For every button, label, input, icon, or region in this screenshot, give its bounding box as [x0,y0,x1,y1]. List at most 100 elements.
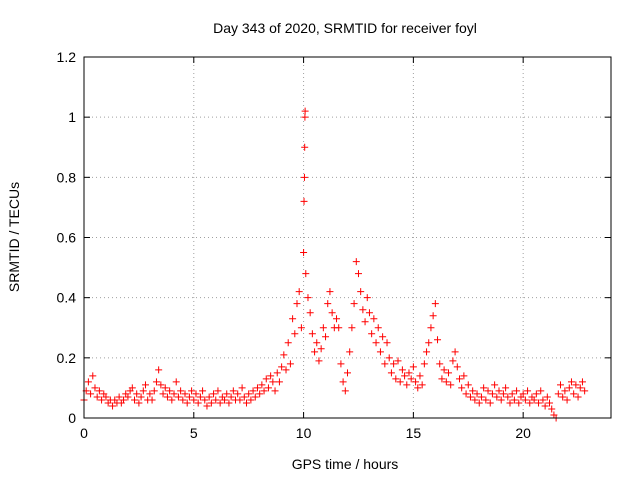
data-point [473,390,481,398]
data-point [166,387,174,395]
data-point [216,399,224,407]
data-point [423,348,431,356]
data-point [194,399,202,407]
data-point [508,390,516,398]
x-axis-label: GPS time / hours [292,456,399,472]
data-point [89,372,97,380]
data-point [398,366,406,374]
data-point [427,324,435,332]
data-point [93,393,101,401]
data-point [510,396,518,404]
data-point [245,390,253,398]
data-point [308,330,316,338]
y-tick-label: 0.2 [57,350,77,366]
data-point [267,372,275,380]
data-point [488,390,496,398]
data-point [247,396,255,404]
data-point [381,360,389,368]
data-point [324,300,332,308]
data-point [354,270,362,278]
data-point [289,315,297,323]
data-point [502,384,510,392]
data-point [368,330,376,338]
data-point [434,336,442,344]
data-point [181,390,189,398]
data-point [286,360,294,368]
y-tick-label: 0.4 [57,290,77,306]
data-point [438,375,446,383]
data-point [359,306,367,314]
y-axis-label: SRMTID / TECUs [6,182,22,292]
data-point [242,399,250,407]
data-point [556,381,564,389]
data-point [344,369,351,377]
data-point [581,387,589,395]
data-point [442,378,450,386]
data-point [484,387,492,395]
data-point [98,396,106,404]
data-point [190,396,198,404]
data-point [251,393,259,401]
data-point [348,324,356,332]
data-point [124,393,132,401]
data-point [363,294,371,302]
data-point [157,381,165,389]
x-tick-label: 15 [406,425,422,441]
data-point [301,143,309,151]
data-point [379,333,387,341]
data-point [269,378,277,386]
data-point [148,396,156,404]
y-tick-label: 0 [68,410,76,426]
data-point [521,396,529,404]
data-point [405,369,413,377]
data-point [532,390,540,398]
data-point [188,387,196,395]
data-point [513,387,521,395]
data-point [282,366,290,374]
data-point [482,396,490,404]
data-point [396,378,404,386]
data-point [238,384,246,392]
data-point [466,393,474,401]
data-point [262,375,270,383]
data-point [293,300,301,308]
data-point [258,381,266,389]
data-point [475,399,483,407]
data-point [304,294,312,302]
data-point [141,381,149,389]
data-point [414,384,422,392]
data-point [174,393,182,401]
data-point [350,300,358,308]
data-point [275,378,283,386]
data-point [563,396,571,404]
data-point [311,348,319,356]
data-point [196,393,204,401]
data-point [155,366,163,374]
data-point [576,384,584,392]
data-point [249,387,257,395]
data-point [559,393,567,401]
data-point [102,393,110,401]
data-point [302,270,310,278]
data-point [317,345,325,353]
data-point [322,333,330,341]
data-point [236,396,244,404]
data-point [504,393,512,401]
data-point [453,363,461,371]
data-point [291,330,299,338]
data-point [328,309,336,317]
data-point [301,107,309,115]
y-tick-label: 0.8 [57,169,77,185]
data-point [346,348,354,356]
data-point [431,300,439,308]
data-point [337,360,345,368]
data-point [524,387,532,395]
data-point [412,378,420,386]
data-point [486,399,494,407]
x-tick-label: 5 [190,425,198,441]
data-point [306,309,314,317]
data-point [506,399,514,407]
data-point [205,393,213,401]
data-point [385,354,393,362]
